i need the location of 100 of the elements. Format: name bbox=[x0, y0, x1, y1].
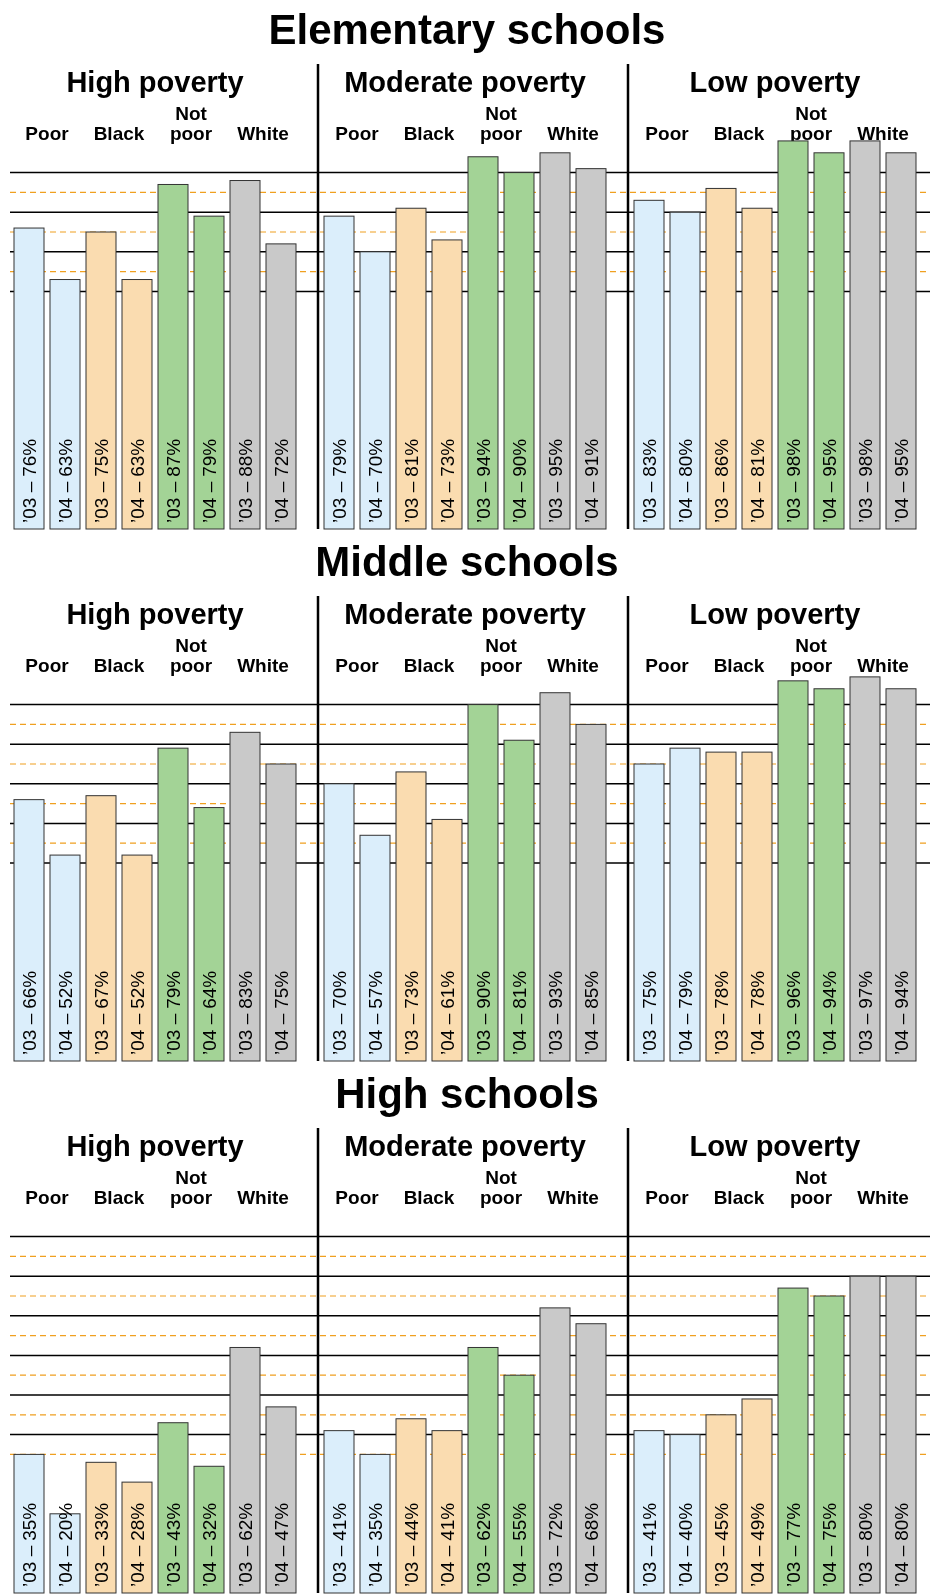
data-label: 81% bbox=[509, 970, 530, 1009]
x-tick-label: Not poor bbox=[789, 635, 833, 676]
text: ’04 – bbox=[271, 481, 292, 523]
data-label: 75% bbox=[271, 970, 292, 1009]
data-label: 47% bbox=[271, 1502, 292, 1541]
data-label: 83% bbox=[639, 438, 660, 477]
data-label: 95% bbox=[545, 438, 566, 477]
text: ’04 – bbox=[271, 1013, 292, 1055]
data-label: 44% bbox=[401, 1502, 422, 1541]
chart-title: Middle schools bbox=[315, 538, 619, 585]
text: ’03 – bbox=[163, 1013, 184, 1055]
data-label: 80% bbox=[891, 1502, 912, 1541]
x-tick-label: White bbox=[547, 655, 599, 676]
data-label: 86% bbox=[711, 438, 732, 477]
data-label: 94% bbox=[891, 970, 912, 1009]
text: ’04 – bbox=[509, 481, 530, 523]
data-label: 77% bbox=[783, 1502, 804, 1541]
text: High poverty bbox=[66, 66, 244, 98]
text: ’04 – bbox=[509, 1545, 530, 1587]
data-label: 96% bbox=[783, 970, 804, 1009]
data-label: 73% bbox=[401, 970, 422, 1009]
text: ’03 – bbox=[329, 1545, 350, 1587]
series-label: ’03 – bbox=[19, 1545, 40, 1587]
x-tick-label: Not poor bbox=[169, 103, 213, 144]
data-label: 70% bbox=[329, 970, 350, 1009]
x-tick-label: Not poor bbox=[789, 103, 833, 144]
text: ’04 – bbox=[675, 1545, 696, 1587]
x-tick-label: Poor bbox=[645, 655, 690, 676]
text: ’04 – bbox=[675, 1013, 696, 1055]
text: ’03 – bbox=[91, 1545, 112, 1587]
data-label: 52% bbox=[55, 970, 76, 1009]
data-label: 75% bbox=[819, 1502, 840, 1541]
text: Low poverty bbox=[689, 1130, 861, 1162]
text: ’03 – bbox=[711, 481, 732, 523]
text: ’04 – bbox=[365, 1013, 386, 1055]
x-tick-label: Poor bbox=[25, 655, 70, 676]
series-label: ’04 – bbox=[55, 1545, 76, 1587]
text: ’04 – bbox=[891, 1013, 912, 1055]
x-tick-label: White bbox=[237, 1187, 289, 1208]
data-label: 78% bbox=[747, 970, 768, 1009]
text: ’04 – bbox=[127, 1013, 148, 1055]
data-label: 41% bbox=[639, 1502, 660, 1541]
x-tick-label: Poor bbox=[645, 123, 690, 144]
data-label: 81% bbox=[747, 438, 768, 477]
data-label: 35% bbox=[365, 1502, 386, 1541]
text: ’03 – bbox=[639, 1545, 660, 1587]
data-label: 79% bbox=[329, 438, 350, 477]
x-tick-label: Not poor bbox=[169, 1167, 213, 1208]
data-label: 83% bbox=[235, 970, 256, 1009]
data-label: 79% bbox=[163, 970, 184, 1009]
text: ’03 – bbox=[855, 481, 876, 523]
data-label: 35% bbox=[19, 1502, 40, 1541]
text: ’04 – bbox=[199, 1545, 220, 1587]
text: Low poverty bbox=[689, 598, 861, 630]
data-label: 64% bbox=[199, 970, 220, 1009]
text: ’03 – bbox=[163, 481, 184, 523]
x-tick-label: White bbox=[547, 123, 599, 144]
text: ’03 – bbox=[235, 1013, 256, 1055]
data-label: 43% bbox=[163, 1502, 184, 1541]
text: ’03 – bbox=[401, 1013, 422, 1055]
data-label: 79% bbox=[199, 438, 220, 477]
text: High poverty bbox=[66, 1130, 244, 1162]
data-label: 79% bbox=[675, 970, 696, 1009]
x-tick-label: Not poor bbox=[789, 1167, 833, 1208]
data-label: 63% bbox=[127, 438, 148, 477]
data-label: 41% bbox=[437, 1502, 458, 1541]
text: ’04 – bbox=[271, 1545, 292, 1587]
text: ’03 – bbox=[545, 481, 566, 523]
data-label: 70% bbox=[365, 438, 386, 477]
text: ’04 – bbox=[581, 1013, 602, 1055]
x-tick-label: White bbox=[237, 655, 289, 676]
text: ’03 – bbox=[639, 481, 660, 523]
data-label: 76% bbox=[19, 438, 40, 477]
x-tick-label: Poor bbox=[335, 655, 380, 676]
text: ’04 – bbox=[437, 1013, 458, 1055]
series-label: ’04 – bbox=[55, 1013, 76, 1055]
x-tick-label: White bbox=[547, 1187, 599, 1208]
text: ’03 – bbox=[235, 481, 256, 523]
data-label: 73% bbox=[437, 438, 458, 477]
x-tick-label: Poor bbox=[25, 1187, 70, 1208]
data-label: 32% bbox=[199, 1502, 220, 1541]
data-label: 80% bbox=[855, 1502, 876, 1541]
x-tick-label: Not poor bbox=[479, 1167, 523, 1208]
data-label: 28% bbox=[127, 1502, 148, 1541]
text: ’04 – bbox=[819, 1013, 840, 1055]
text: ’03 – bbox=[401, 481, 422, 523]
text: Low poverty bbox=[689, 66, 861, 98]
data-label: 85% bbox=[581, 970, 602, 1009]
text: ’04 – bbox=[819, 1545, 840, 1587]
data-label: 90% bbox=[473, 970, 494, 1009]
data-label: 87% bbox=[163, 438, 184, 477]
data-label: 72% bbox=[545, 1502, 566, 1541]
x-tick-label: White bbox=[857, 123, 909, 144]
data-label: 62% bbox=[235, 1502, 256, 1541]
chart-title: Elementary schools bbox=[268, 6, 666, 53]
text: ’04 – bbox=[891, 1545, 912, 1587]
text: ’03 – bbox=[235, 1545, 256, 1587]
text: ’04 – bbox=[127, 481, 148, 523]
x-tick-label: Black bbox=[713, 1187, 765, 1208]
text: ’04 – bbox=[365, 481, 386, 523]
